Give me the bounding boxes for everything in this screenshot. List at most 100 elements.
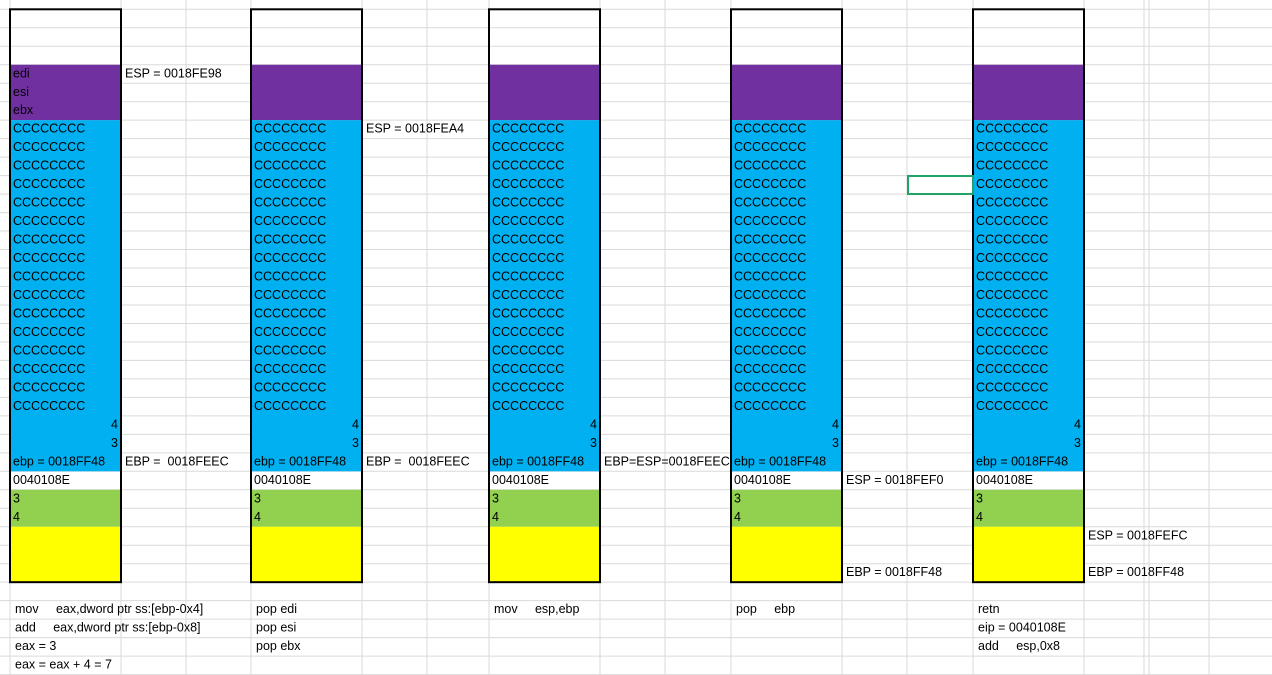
cell-text: 3 xyxy=(492,491,499,505)
cell-text: CCCCCCCC xyxy=(13,307,85,321)
cell-text: CCCCCCCC xyxy=(734,288,806,302)
cell-text: 4 xyxy=(734,510,741,524)
cell-text: CCCCCCCC xyxy=(492,343,564,357)
cell-text: 3 xyxy=(352,436,359,450)
stack: CCCCCCCC CCCCCCCC CCCCCCCC CCCCCCCC CCCCCCCC… xyxy=(488,8,730,616)
cell-text: CCCCCCCC xyxy=(13,251,85,265)
cell-text: CCCCCCCC xyxy=(254,251,326,265)
cell-text: CCCCCCCC xyxy=(254,159,326,173)
selected-cell[interactable] xyxy=(907,175,974,195)
instruction: pop edi xyxy=(256,602,297,616)
cell-text: 3 xyxy=(13,491,20,505)
cell-text: CCCCCCCC xyxy=(492,122,564,136)
cell-text: 4 xyxy=(111,417,118,431)
cell-text: CCCCCCCC xyxy=(976,288,1048,302)
cell-text: 3 xyxy=(1074,436,1081,450)
cell-text: 3 xyxy=(254,491,261,505)
instruction: eax = 3 xyxy=(15,639,56,653)
cell-text: CCCCCCCC xyxy=(13,362,85,376)
cell-text: CCCCCCCC xyxy=(976,343,1048,357)
cell-text: CCCCCCCC xyxy=(492,214,564,228)
cell-text: CCCCCCCC xyxy=(492,270,564,284)
cell-text: CCCCCCCC xyxy=(976,399,1048,413)
register-note: EBP = 0018FEEC xyxy=(125,454,229,468)
cell-text: CCCCCCCC xyxy=(492,177,564,191)
cell-text: CCCCCCCC xyxy=(734,214,806,228)
instruction: mov esp,ebp xyxy=(494,602,580,616)
stack-region xyxy=(731,489,842,527)
cell-text: CCCCCCCC xyxy=(492,399,564,413)
cell-text: edi xyxy=(13,66,30,80)
stack-region xyxy=(731,120,842,472)
cell-text: 3 xyxy=(111,436,118,450)
cell-text: CCCCCCCC xyxy=(13,122,85,136)
cell-text: CCCCCCCC xyxy=(976,325,1048,339)
instruction: add esp,0x8 xyxy=(978,639,1060,653)
instruction: eip = 0040108E xyxy=(978,621,1066,635)
cell-text: ebp = 0018FF48 xyxy=(492,454,584,468)
register-note: ESP = 0018FEF0 xyxy=(846,473,943,487)
cell-text: CCCCCCCC xyxy=(976,159,1048,173)
cell-text: ebp = 0018FF48 xyxy=(254,454,346,468)
cell-text: ebp = 0018FF48 xyxy=(734,454,826,468)
cell-text: 0040108E xyxy=(13,473,70,487)
cell-text: CCCCCCCC xyxy=(13,380,85,394)
cell-text: CCCCCCCC xyxy=(734,177,806,191)
cell-text: CCCCCCCC xyxy=(492,380,564,394)
cell-text: 4 xyxy=(492,510,499,524)
cell-text: 0040108E xyxy=(734,473,791,487)
register-note: EBP = 0018FF48 xyxy=(846,565,942,579)
cell-text: CCCCCCCC xyxy=(734,233,806,247)
stack-border xyxy=(488,8,601,584)
cell-text: CCCCCCCC xyxy=(492,362,564,376)
stack-border xyxy=(730,8,843,584)
cell-text: CCCCCCCC xyxy=(492,140,564,154)
cell-text: CCCCCCCC xyxy=(254,122,326,136)
cell-text: CCCCCCCC xyxy=(976,196,1048,210)
instruction: pop esi xyxy=(256,621,296,635)
cell-text: CCCCCCCC xyxy=(254,270,326,284)
stack-region xyxy=(489,64,600,121)
stack-region xyxy=(973,120,1084,472)
cell-text: CCCCCCCC xyxy=(976,270,1048,284)
instruction: add eax,dword ptr ss:[ebp-0x8] xyxy=(15,621,201,635)
cell-text: CCCCCCCC xyxy=(976,177,1048,191)
cell-text: CCCCCCCC xyxy=(976,307,1048,321)
cell-text: CCCCCCCC xyxy=(13,343,85,357)
cell-text: CCCCCCCC xyxy=(13,288,85,302)
cell-text: CCCCCCCC xyxy=(254,380,326,394)
register-note: ESP = 0018FE98 xyxy=(125,66,222,80)
cell-text: 0040108E xyxy=(492,473,549,487)
cell-text: CCCCCCCC xyxy=(13,270,85,284)
cell-text: CCCCCCCC xyxy=(976,362,1048,376)
cell-text: CCCCCCCC xyxy=(13,399,85,413)
cell-text: CCCCCCCC xyxy=(976,140,1048,154)
cell-text: CCCCCCCC xyxy=(13,196,85,210)
cell-text: 3 xyxy=(590,436,597,450)
register-note: ESP = 0018FEA4 xyxy=(366,122,464,136)
cell-text: CCCCCCCC xyxy=(254,307,326,321)
cell-text: CCCCCCCC xyxy=(492,251,564,265)
cell-text: CCCCCCCC xyxy=(492,196,564,210)
register-note: ESP = 0018FEFC xyxy=(1088,528,1187,542)
cell-text: CCCCCCCC xyxy=(492,233,564,247)
cell-text: 4 xyxy=(590,417,597,431)
cell-text: CCCCCCCC xyxy=(254,362,326,376)
stack-region xyxy=(10,64,121,121)
instruction: eax = eax + 4 = 7 xyxy=(15,658,112,672)
register-note: EBP = 0018FF48 xyxy=(1088,565,1184,579)
cell-text: CCCCCCCC xyxy=(13,177,85,191)
stack-region xyxy=(251,489,362,527)
cell-text: CCCCCCCC xyxy=(734,122,806,136)
cell-text: 3 xyxy=(976,491,983,505)
cell-text: CCCCCCCC xyxy=(734,307,806,321)
stack-region xyxy=(251,120,362,472)
stack-region xyxy=(10,120,121,472)
cell-text: 4 xyxy=(254,510,261,524)
stack-region xyxy=(489,526,600,583)
cell-text: CCCCCCCC xyxy=(734,159,806,173)
stack-region xyxy=(973,526,1084,583)
cell-text: ebp = 0018FF48 xyxy=(13,454,105,468)
cell-text: CCCCCCCC xyxy=(254,214,326,228)
